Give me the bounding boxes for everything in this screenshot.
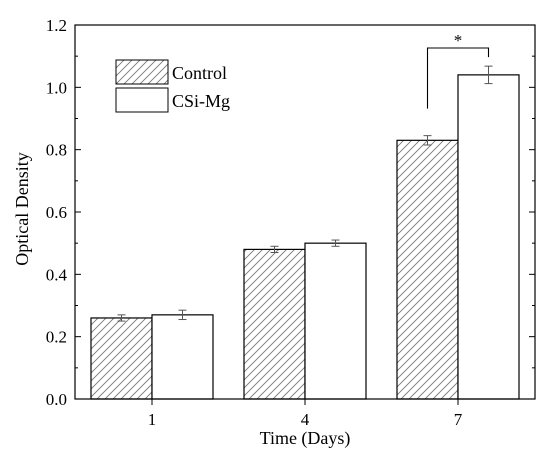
y-tick-label: 1.0 — [46, 78, 67, 97]
y-tick-label: 0.4 — [46, 265, 68, 284]
y-tick-label: 0.8 — [46, 141, 67, 160]
bar-csi-mg-day-1 — [151, 314, 214, 400]
x-tick-label-day-7: 7 — [454, 410, 463, 429]
legend: Control CSi-Mg — [115, 59, 230, 113]
legend-swatch-csi-mg — [115, 87, 169, 113]
x-tick-label-day-4: 4 — [301, 410, 310, 429]
significance-bracket — [426, 47, 490, 109]
y-tick-label: 0.2 — [46, 328, 67, 347]
legend-label-csi-mg: CSi-Mg — [172, 91, 230, 111]
legend-swatch-control — [115, 59, 169, 85]
bar-control-day-7 — [396, 139, 459, 400]
x-tick-label-day-1: 1 — [148, 410, 157, 429]
bar-control-day-4 — [243, 248, 306, 400]
significance-marker: * — [454, 31, 463, 50]
bar-csi-mg-day-4 — [304, 242, 367, 400]
bar-control-day-1 — [90, 317, 153, 400]
x-axis-title: Time (Days) — [260, 428, 351, 449]
y-tick-label: 0.6 — [46, 203, 67, 222]
y-axis-title: Optical Density — [12, 152, 32, 265]
legend-label-control: Control — [172, 63, 227, 83]
y-tick-label: 1.2 — [46, 16, 67, 35]
y-tick-label: 0.0 — [46, 390, 67, 409]
bar-csi-mg-day-7 — [457, 74, 520, 400]
